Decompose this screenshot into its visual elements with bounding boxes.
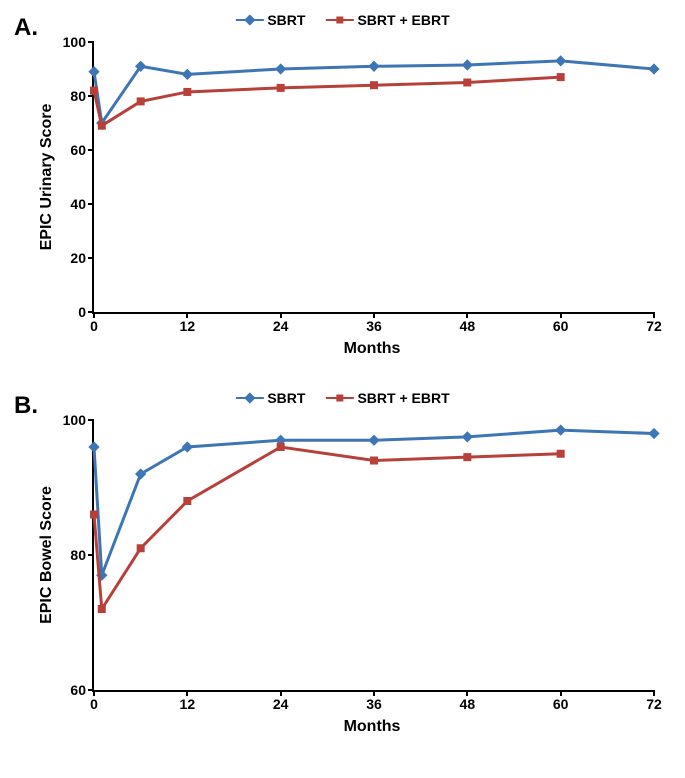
xtick-mark (93, 312, 95, 318)
diamond-icon (555, 424, 566, 435)
xtick-mark (653, 690, 655, 696)
xtick-mark (373, 690, 375, 696)
square-icon (90, 87, 98, 95)
xtick-label: 60 (553, 696, 569, 712)
square-icon (137, 97, 145, 105)
legend-item: SBRT + EBRT (325, 390, 449, 406)
x-axis-label: Months (344, 718, 401, 736)
square-icon (557, 73, 565, 81)
xtick-label: 12 (180, 318, 196, 334)
plot-area: 0204060801000122436486072 (92, 42, 654, 314)
square-icon (370, 457, 378, 465)
xtick-label: 48 (460, 696, 476, 712)
panel-label: A. (14, 14, 38, 42)
y-axis-label: EPIC Urinary Score (38, 104, 56, 251)
square-icon (90, 511, 98, 519)
ytick-label: 0 (46, 304, 86, 320)
xtick-label: 12 (180, 696, 196, 712)
xtick-mark (560, 690, 562, 696)
xtick-label: 36 (366, 318, 382, 334)
y-axis-label: EPIC Bowel Score (38, 486, 56, 624)
ytick-label: 60 (46, 682, 86, 698)
series-svg (94, 420, 654, 690)
legend-item: SBRT (235, 390, 305, 406)
panel-label: B. (14, 392, 38, 420)
legend-label: SBRT (267, 12, 305, 28)
diamond-icon (88, 66, 99, 77)
diamond-icon (275, 63, 286, 74)
xtick-label: 0 (90, 696, 98, 712)
series-svg (94, 42, 654, 312)
diamond-icon (368, 61, 379, 72)
square-icon (463, 79, 471, 87)
diamond-icon (555, 55, 566, 66)
xtick-mark (280, 690, 282, 696)
xtick-mark (466, 690, 468, 696)
plot-area: 60801000122436486072 (92, 420, 654, 692)
xtick-mark (373, 312, 375, 318)
ytick-label: 100 (46, 34, 86, 50)
legend-item: SBRT + EBRT (325, 12, 449, 28)
ytick-label: 100 (46, 412, 86, 428)
diamond-icon (244, 392, 255, 403)
square-icon (98, 605, 106, 613)
square-icon (277, 84, 285, 92)
diamond-icon (648, 428, 659, 439)
diamond-icon (368, 435, 379, 446)
legend-item: SBRT (235, 12, 305, 28)
square-icon (137, 544, 145, 552)
square-icon (336, 395, 343, 402)
legend: SBRT SBRT + EBRT (235, 12, 449, 28)
xtick-mark (653, 312, 655, 318)
diamond-icon (88, 441, 99, 452)
diamond-icon (244, 14, 255, 25)
square-icon (463, 453, 471, 461)
square-icon (183, 88, 191, 96)
square-icon (98, 122, 106, 130)
series-line (94, 77, 561, 126)
square-icon (336, 17, 343, 24)
legend: SBRT SBRT + EBRT (235, 390, 449, 406)
xtick-label: 24 (273, 318, 289, 334)
diamond-icon (462, 59, 473, 70)
xtick-label: 0 (90, 318, 98, 334)
xtick-mark (280, 312, 282, 318)
diamond-icon (462, 431, 473, 442)
panel-A: A. SBRT SBRT + EBRT 02040608010001224364860… (10, 10, 675, 380)
xtick-mark (93, 690, 95, 696)
xtick-mark (466, 312, 468, 318)
diamond-icon (648, 63, 659, 74)
legend-label: SBRT + EBRT (357, 12, 449, 28)
xtick-label: 48 (460, 318, 476, 334)
xtick-mark (186, 312, 188, 318)
ytick-label: 80 (46, 88, 86, 104)
series-line (94, 430, 654, 575)
xtick-label: 72 (646, 696, 662, 712)
x-axis-label: Months (344, 340, 401, 358)
diamond-icon (182, 69, 193, 80)
square-icon (277, 443, 285, 451)
legend-label: SBRT + EBRT (357, 390, 449, 406)
xtick-label: 72 (646, 318, 662, 334)
xtick-mark (186, 690, 188, 696)
xtick-label: 24 (273, 696, 289, 712)
series-line (94, 447, 561, 609)
panel-B: B. SBRT SBRT + EBRT 60801000122436486072 EPI… (10, 388, 675, 758)
square-icon (370, 81, 378, 89)
legend-label: SBRT (267, 390, 305, 406)
square-icon (557, 450, 565, 458)
xtick-label: 60 (553, 318, 569, 334)
square-icon (183, 497, 191, 505)
ytick-label: 20 (46, 250, 86, 266)
xtick-label: 36 (366, 696, 382, 712)
xtick-mark (560, 312, 562, 318)
